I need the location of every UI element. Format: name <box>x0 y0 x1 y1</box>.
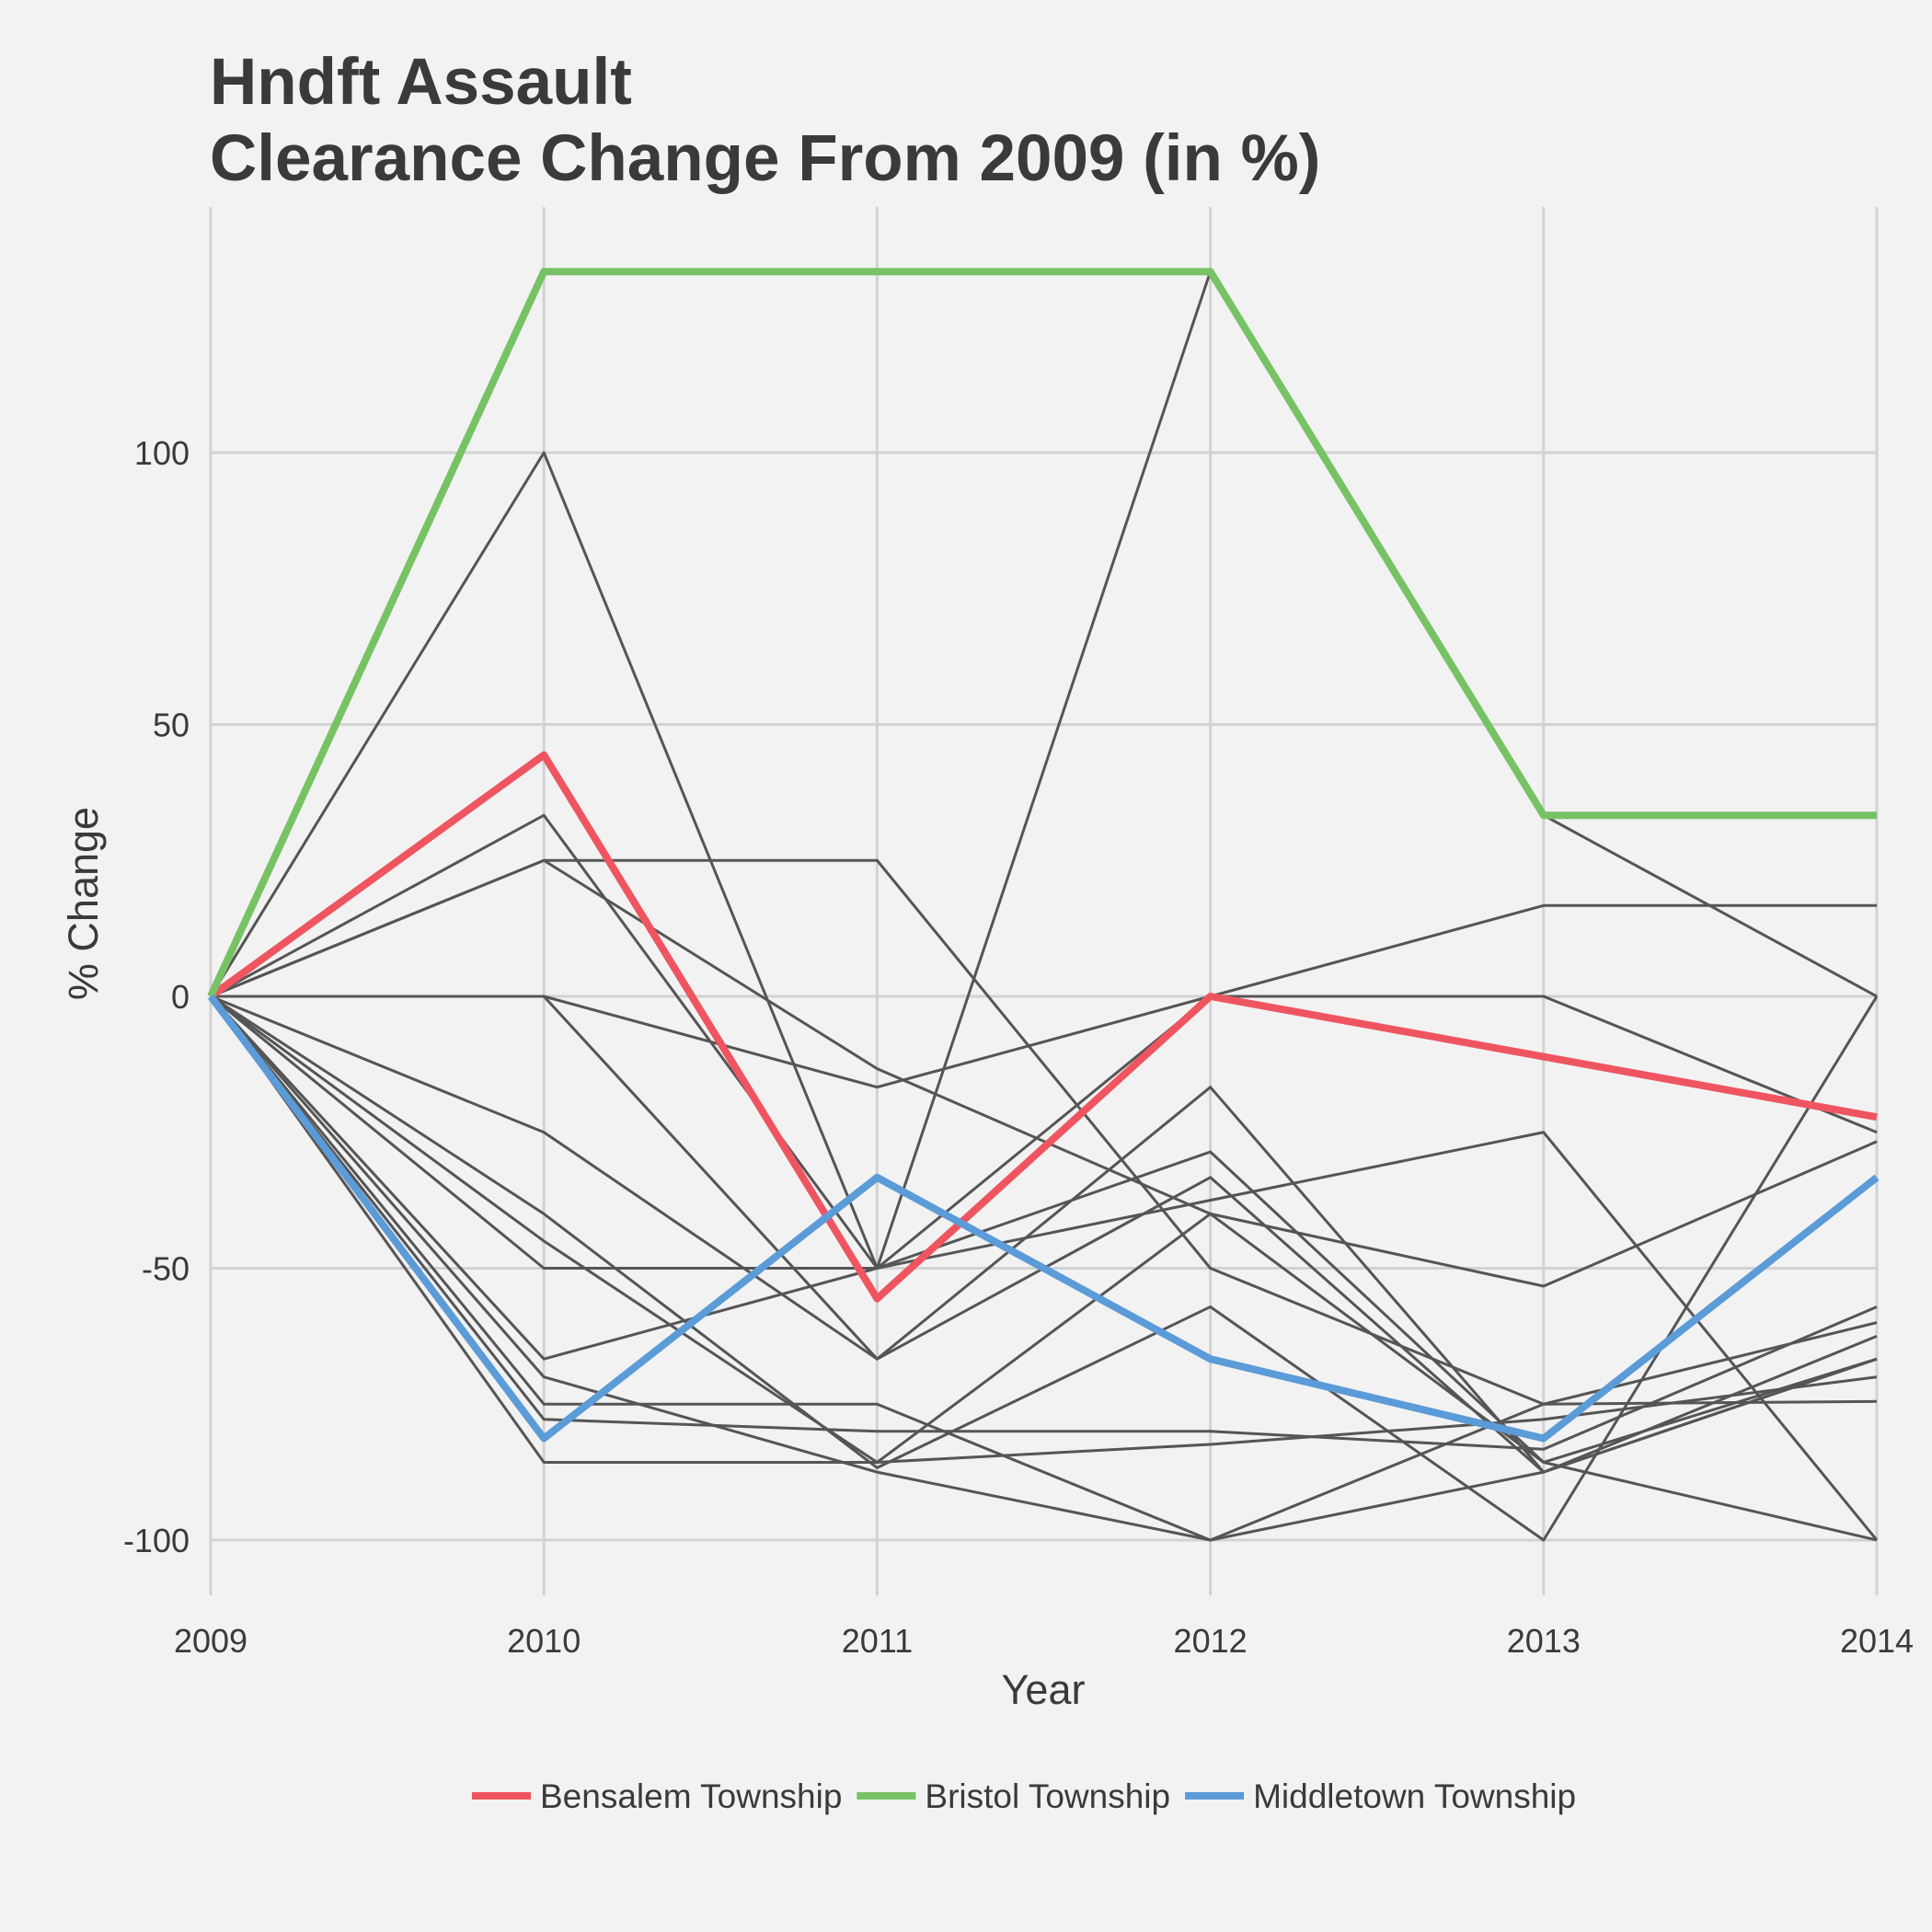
grid-lines <box>209 207 1879 1595</box>
background-series-line-15 <box>210 995 1878 1464</box>
background-series-line-10 <box>210 995 1879 1542</box>
y-tick-label: -100 <box>123 1522 190 1559</box>
series-line-bristol-township <box>207 268 1877 998</box>
series-line-middletown-township <box>207 994 1880 1443</box>
background-series-line-9 <box>209 995 1879 1541</box>
background-series-line-14 <box>209 995 1878 1464</box>
y-tick-label: 0 <box>171 978 190 1016</box>
background-series-group <box>209 270 1879 1542</box>
chart-title-line-1: Hndft Assault <box>210 46 632 119</box>
y-tick-label: 100 <box>134 434 190 472</box>
legend-label-middletown-township: Middletown Township <box>1253 1777 1576 1815</box>
x-tick-label: 2009 <box>174 1622 247 1660</box>
chart-title-line-2: Clearance Change From 2009 (in %) <box>210 122 1320 195</box>
background-series-line-12 <box>209 995 1878 1542</box>
series-line-bensalem-township <box>208 751 1878 1303</box>
legend-label-bristol-township: Bristol Township <box>925 1777 1170 1815</box>
background-series-line-1 <box>209 270 1878 1270</box>
x-tick-label: 2012 <box>1174 1622 1248 1660</box>
legend: Bensalem Township Bristol Township Middlet… <box>472 1777 1576 1815</box>
background-series-line-4 <box>210 858 1878 1288</box>
background-series-line-8 <box>210 995 1878 1542</box>
x-axis-title: Year <box>1002 1666 1086 1713</box>
y-axis-title: % Change <box>60 807 107 1000</box>
highlighted-series-group <box>207 268 1880 1443</box>
background-series-line-11 <box>209 995 1878 1542</box>
x-tick-label: 2014 <box>1840 1622 1914 1660</box>
background-series-line-13 <box>209 995 1878 1451</box>
y-tick-label: -50 <box>142 1250 190 1288</box>
x-tick-label: 2010 <box>507 1622 581 1660</box>
x-tick-label: 2013 <box>1507 1622 1581 1660</box>
y-tick-label: 50 <box>153 707 190 744</box>
x-axis-tick-labels: 2009 2010 2011 2012 2013 2014 <box>174 1622 1914 1660</box>
legend-label-bensalem-township: Bensalem Township <box>540 1777 842 1815</box>
y-axis-tick-labels: -100 -50 0 50 100 <box>123 434 190 1559</box>
x-tick-label: 2011 <box>842 1622 913 1660</box>
background-series-line-2 <box>210 813 1878 1270</box>
